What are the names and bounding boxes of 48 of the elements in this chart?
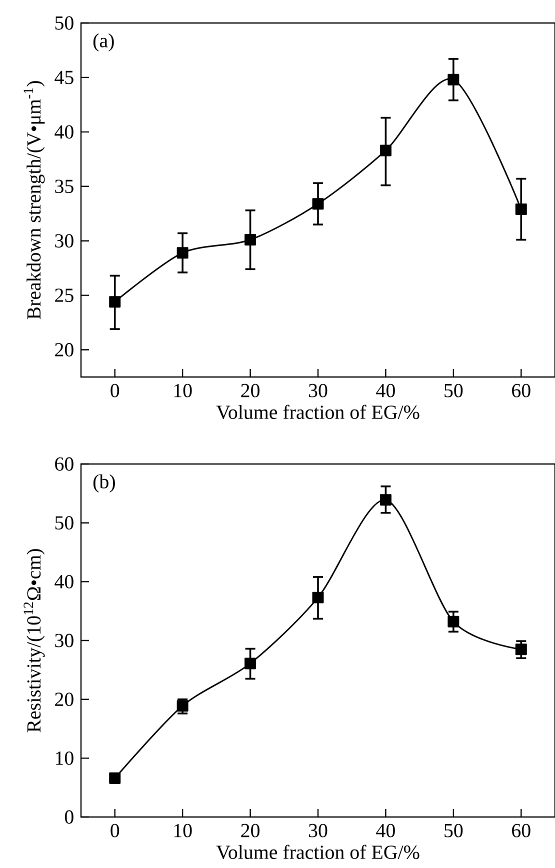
point: [312, 592, 324, 604]
point: [380, 144, 392, 156]
x-tick-label: 30: [308, 824, 328, 838]
x-tick-label: 10: [174, 384, 192, 398]
x-tick-label: 40: [376, 384, 395, 398]
annotation: (a): [93, 33, 114, 52]
x-tick-label: 50: [444, 384, 463, 398]
y-tick-label: 50: [55, 516, 74, 530]
x-tick-label: 50: [444, 824, 463, 838]
y-tick-label: 60: [55, 457, 74, 471]
point: [380, 494, 392, 506]
x-tick-label: 60: [512, 824, 530, 838]
x-tick-label: 20: [241, 824, 260, 838]
x-axis-title: Volume fraction of EG/%: [216, 404, 420, 420]
point: [448, 616, 460, 628]
y-tick-label: 10: [56, 751, 74, 765]
x-tick-label: 40: [376, 824, 395, 838]
point: [244, 658, 256, 670]
point: [244, 234, 256, 246]
y-tick-label: 20: [55, 692, 74, 706]
annotation: (b): [93, 474, 115, 492]
point: [448, 74, 460, 86]
point: [515, 204, 527, 216]
y-axis-title: Resistivity/(10$^{12}$Ω•cm): [24, 549, 45, 732]
point: [176, 700, 188, 712]
y-tick-label: 30: [55, 234, 74, 248]
x-tick-label: 60: [512, 384, 530, 398]
x-tick-label: 20: [241, 384, 260, 398]
point: [109, 296, 121, 308]
point: [109, 772, 121, 784]
y-tick-label: 30: [55, 634, 74, 648]
y-axis-title: Breakdown strength/(V•μm$^{-1}$): [24, 81, 45, 320]
x-tick-label: 0: [110, 824, 120, 838]
x-tick-label: 0: [110, 384, 120, 398]
x-tick-label: 10: [174, 824, 192, 838]
y-tick-label: 0: [64, 810, 74, 824]
y-tick-label: 20: [55, 343, 74, 356]
point: [176, 247, 188, 259]
point: [515, 644, 527, 656]
point: [312, 198, 324, 210]
y-tick-label: 35: [55, 180, 74, 194]
y-tick-label: 40: [54, 125, 74, 139]
y-tick-label: 50: [55, 16, 74, 30]
x-tick-label: 30: [308, 384, 328, 398]
y-tick-label: 45: [54, 70, 74, 84]
x-axis-title: Volume fraction of EG/%: [216, 844, 420, 860]
y-tick-label: 40: [54, 574, 74, 588]
y-tick-label: 25: [55, 288, 74, 302]
